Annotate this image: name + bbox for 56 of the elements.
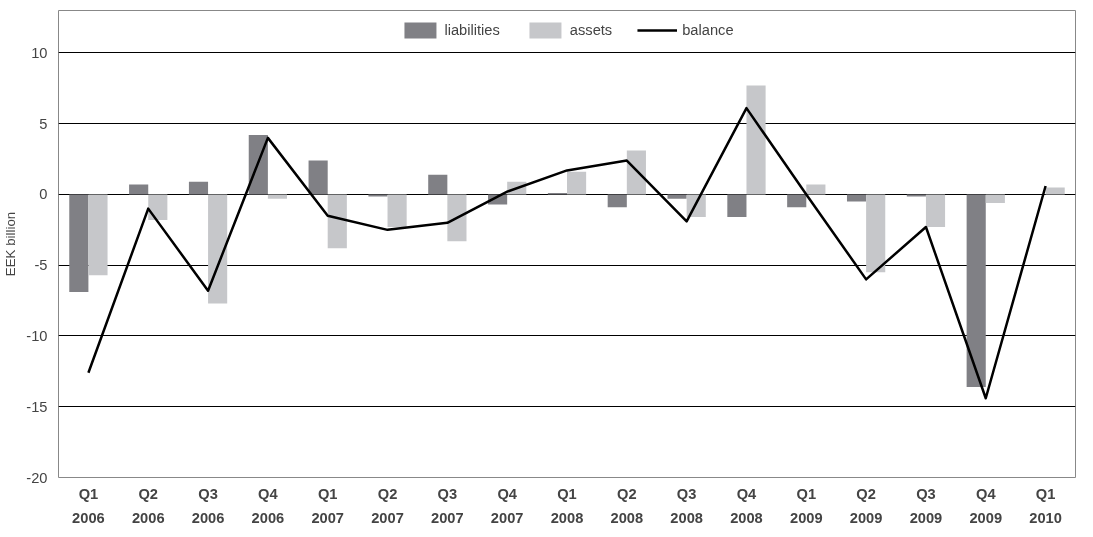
category-label: Q3 2008 xyxy=(670,485,703,526)
bar xyxy=(428,174,448,195)
line-series xyxy=(87,106,1047,400)
y-tick-label: 10 xyxy=(31,44,48,61)
bar xyxy=(607,194,627,208)
category-label: Q1 2007 xyxy=(311,485,345,526)
category-label: Q4 2009 xyxy=(969,485,1003,526)
bar xyxy=(368,194,388,197)
bar xyxy=(327,194,347,249)
category-label: Q1 2010 xyxy=(1029,485,1062,526)
category-label: Q4 2007 xyxy=(490,485,524,526)
bar xyxy=(906,194,926,197)
y-tick-label: -15 xyxy=(26,398,48,415)
bar xyxy=(308,160,328,195)
bar xyxy=(208,194,228,304)
category-label: Q2 2009 xyxy=(849,485,883,526)
bar xyxy=(188,181,209,195)
bar xyxy=(985,194,1005,203)
bar xyxy=(69,194,89,293)
bar xyxy=(846,194,867,202)
y-tick-label: 5 xyxy=(39,115,48,132)
category-label: Q3 2009 xyxy=(909,485,943,526)
bar xyxy=(925,194,946,228)
bar xyxy=(88,194,108,276)
category-label: Q2 2008 xyxy=(610,485,644,526)
category-label: Q1 2009 xyxy=(789,485,823,526)
legend-label: assets xyxy=(569,22,613,38)
category-label: Q1 2008 xyxy=(550,485,584,526)
y-tick-label: 0 xyxy=(39,186,48,203)
bar xyxy=(148,194,168,220)
bar xyxy=(667,194,687,199)
bar xyxy=(626,150,646,195)
y-tick-label: -20 xyxy=(26,469,48,486)
category-label: Q4 2006 xyxy=(251,485,285,526)
y-axis-title: EEK billion xyxy=(3,211,19,277)
bar xyxy=(1045,187,1065,195)
y-tick-label: -5 xyxy=(34,257,48,274)
category-label: Q4 2008 xyxy=(730,485,763,526)
bar xyxy=(746,85,766,195)
category-label: Q1 2006 xyxy=(72,485,105,526)
legend-label: balance xyxy=(682,22,734,38)
category-label: Q3 2006 xyxy=(191,485,225,526)
category-label: Q2 2007 xyxy=(371,485,404,526)
bar xyxy=(787,194,807,208)
category-label: Q3 2007 xyxy=(431,485,464,526)
legend-label: liabilities xyxy=(444,22,500,38)
bar xyxy=(567,171,587,195)
bar xyxy=(129,184,149,195)
bar xyxy=(267,194,288,199)
y-tick-label: -10 xyxy=(26,327,48,344)
bar xyxy=(866,194,886,273)
bar xyxy=(966,194,986,387)
bar xyxy=(387,194,407,228)
category-label: Q2 2006 xyxy=(131,485,165,526)
bar xyxy=(447,194,467,242)
bar xyxy=(727,194,747,218)
